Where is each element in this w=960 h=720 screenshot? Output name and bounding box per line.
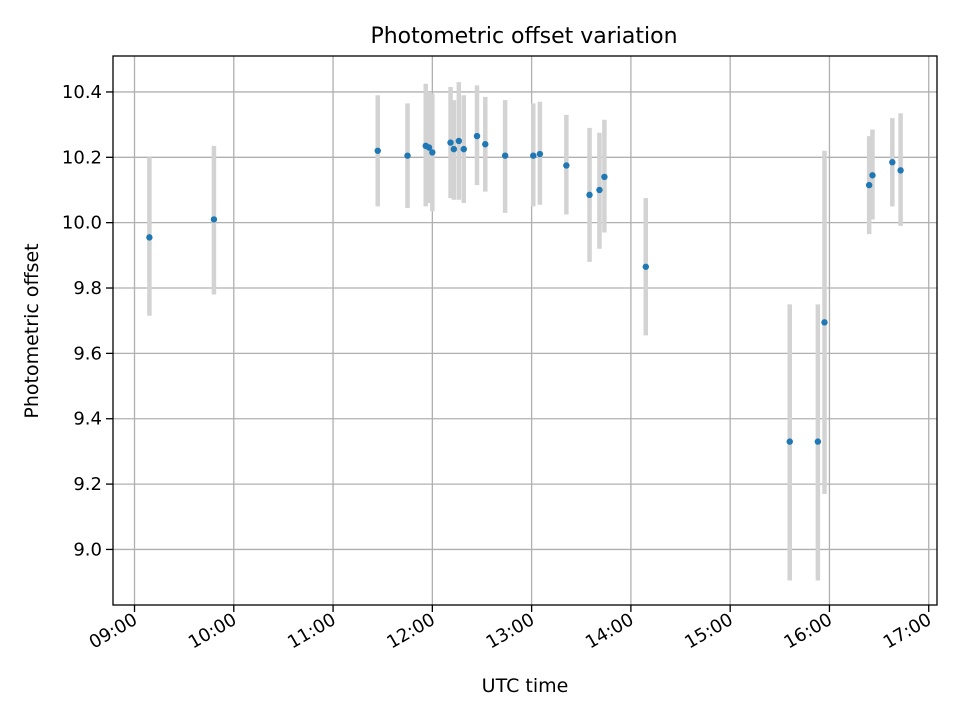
y-tick-label: 9.0	[73, 539, 102, 560]
x-axis-label: UTC time	[482, 675, 569, 697]
y-axis-ticks: 9.0 9.2 9.4 9.6 9.8 10.0 10.2 10.4	[62, 82, 113, 560]
data-point	[447, 139, 454, 146]
data-point	[501, 152, 509, 159]
data-point	[869, 172, 876, 179]
data-point	[210, 216, 218, 223]
data-point	[601, 173, 608, 181]
data-point	[563, 162, 570, 169]
y-tick-label: 10.2	[62, 147, 102, 168]
y-tick-label: 9.2	[73, 474, 102, 495]
y-tick-label: 9.4	[73, 409, 102, 430]
data-point	[429, 149, 436, 156]
data-point	[473, 132, 481, 140]
data-point	[460, 145, 467, 153]
data-point	[642, 263, 649, 270]
data-points	[146, 132, 904, 445]
y-tick-label: 10.4	[62, 82, 102, 103]
data-point	[482, 141, 489, 148]
data-point	[889, 159, 896, 166]
y-axis-label: Photometric offset	[21, 243, 43, 418]
data-point	[146, 234, 153, 241]
data-point	[897, 167, 904, 174]
data-point	[455, 137, 463, 145]
data-point	[530, 152, 537, 159]
plot-frame	[112, 55, 938, 606]
data-point	[865, 181, 873, 189]
chart-title: Photometric offset variation	[370, 24, 677, 49]
data-point	[821, 319, 828, 326]
data-point	[450, 145, 458, 153]
data-point	[536, 150, 544, 158]
data-point	[404, 152, 411, 159]
y-tick-label: 10.0	[62, 213, 102, 234]
data-point	[374, 147, 381, 154]
data-point	[596, 186, 603, 194]
data-point	[814, 438, 822, 445]
data-point	[586, 191, 593, 199]
y-tick-label: 9.6	[73, 343, 102, 364]
data-point	[425, 144, 433, 151]
data-point	[786, 438, 793, 445]
grid	[113, 56, 937, 605]
y-tick-label: 9.8	[73, 278, 102, 299]
